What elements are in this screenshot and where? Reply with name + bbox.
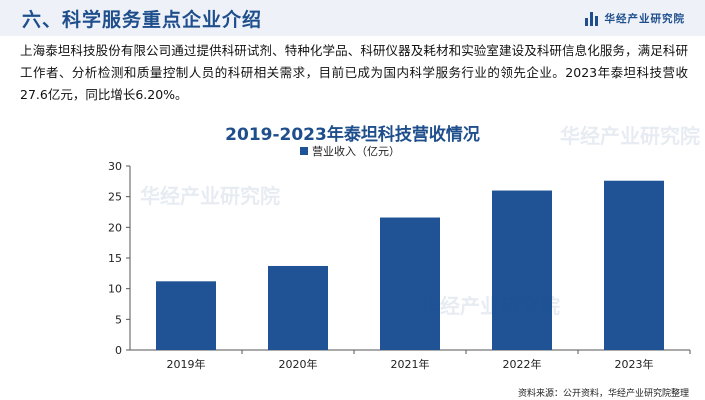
source-note: 资料来源：公开资料，华经产业研究院整理 (517, 389, 689, 399)
revenue-bar-chart: 0 5 10 15 20 25 30 2019年 2020年 2021年 2022年 2023年 营业收… (108, 144, 691, 371)
brand: 华经产业研究院 (584, 11, 686, 26)
legend-label: 营业收入（亿元） (312, 144, 400, 158)
bar-2023 (604, 180, 664, 350)
chart-title: 2019-2023年泰坦科技营收情况 (225, 125, 480, 145)
intro-paragraph: 上海泰坦科技股份有限公司通过提供科研试剂、特种化学品、科研仪器及耗材和实验室建设… (20, 43, 688, 102)
y-tick-label: 0 (115, 344, 122, 357)
page-title: 六、科学服务重点企业介绍 (22, 9, 263, 31)
x-tick-label: 2019年 (167, 357, 206, 371)
brand-name: 华经产业研究院 (604, 13, 685, 25)
brand-logo-icon (584, 11, 599, 26)
x-tick-label: 2022年 (503, 357, 542, 371)
legend-swatch (300, 147, 308, 155)
x-tick-label: 2021年 (391, 357, 430, 371)
y-tick-label: 30 (108, 160, 122, 173)
y-tick-label: 10 (108, 283, 122, 296)
y-tick-label: 15 (108, 252, 122, 265)
bar-2021 (380, 217, 440, 350)
x-tick-label: 2023年 (615, 357, 654, 371)
bar-2022 (492, 190, 552, 350)
header-bar: 六、科学服务重点企业介绍 华经产业研究院 (0, 0, 705, 36)
bar-2020 (268, 265, 328, 350)
y-tick-label: 5 (115, 313, 122, 326)
x-tick-label: 2020年 (279, 357, 318, 371)
y-tick-label: 20 (108, 221, 122, 234)
bar-2019 (156, 281, 216, 350)
y-tick-label: 25 (108, 191, 122, 204)
